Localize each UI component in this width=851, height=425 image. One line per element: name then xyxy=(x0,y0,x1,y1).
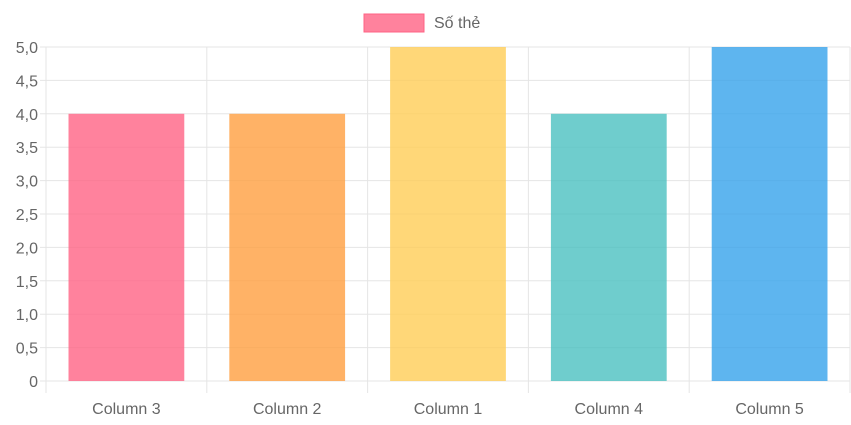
y-tick-label: 1,5 xyxy=(16,274,38,291)
bar[interactable] xyxy=(390,47,506,381)
x-tick-label: Column 5 xyxy=(735,401,804,418)
y-tick-label: 1,0 xyxy=(16,307,38,324)
y-tick-label: 2,5 xyxy=(16,207,38,224)
bar[interactable] xyxy=(550,113,667,382)
x-tick-label: Column 3 xyxy=(92,401,161,418)
y-tick-label: 4,5 xyxy=(16,73,38,90)
y-tick-label: 4,0 xyxy=(16,107,38,124)
y-tick-label: 3,0 xyxy=(16,174,38,191)
y-tick-label: 2,0 xyxy=(16,240,38,257)
y-tick-label: 0,5 xyxy=(16,341,38,358)
legend-swatch xyxy=(363,13,425,33)
y-tick-label: 3,5 xyxy=(16,140,38,157)
y-tick-label: 0 xyxy=(29,374,38,391)
x-tick-label: Column 4 xyxy=(575,401,644,418)
bar[interactable] xyxy=(711,47,828,381)
bar[interactable] xyxy=(68,113,185,382)
legend-label: Số thẻ xyxy=(434,15,480,32)
y-tick-label: 5,0 xyxy=(16,40,38,57)
x-tick-label: Column 1 xyxy=(414,401,483,418)
legend[interactable]: Số thẻ xyxy=(363,13,480,33)
x-tick-label: Column 2 xyxy=(253,401,322,418)
bar[interactable] xyxy=(229,113,346,382)
